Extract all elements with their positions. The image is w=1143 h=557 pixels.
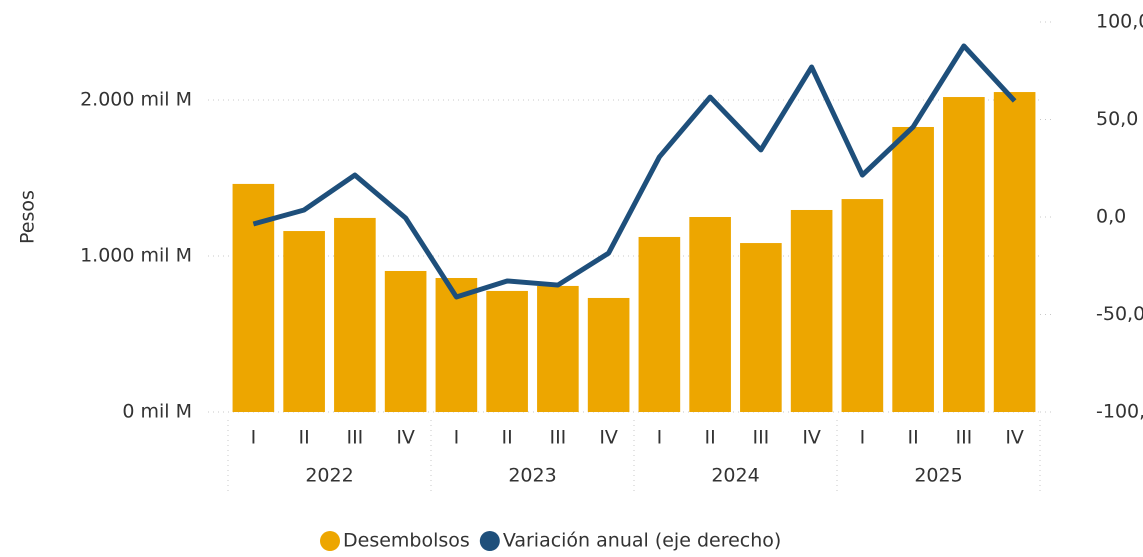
legend-marker — [320, 531, 340, 551]
bar — [384, 270, 427, 412]
y2-tick-label: 50,0 — [1096, 108, 1138, 130]
bar — [841, 199, 884, 412]
group-label: 2023 — [508, 465, 556, 487]
bar — [486, 290, 528, 412]
y2-tick-label: 0,0 — [1096, 206, 1126, 228]
x-tick-label: III — [346, 427, 363, 449]
y2-tick-label: -50,0 — [1096, 303, 1143, 325]
y2-tick-label: -100,0 — [1096, 401, 1143, 423]
x-tick-label: I — [454, 427, 460, 449]
y-tick-label: 1.000 mil M — [80, 245, 192, 267]
bar — [435, 277, 478, 412]
bar — [943, 97, 985, 412]
y-axis-label: Pesos — [17, 190, 39, 244]
x-tick-label: I — [657, 427, 663, 449]
x-tick-label: IV — [802, 427, 821, 449]
x-tick-label: II — [299, 427, 310, 449]
bar — [638, 236, 681, 412]
group-label: 2024 — [711, 465, 759, 487]
x-tick-label: II — [705, 427, 716, 449]
legend-label: Variación anual (eje derecho) — [503, 530, 782, 552]
bar — [283, 231, 325, 412]
bar — [689, 217, 731, 412]
line — [252, 43, 1017, 300]
bar — [740, 243, 782, 412]
legend-label: Desembolsos — [343, 530, 470, 552]
y-tick-label: 0 mil M — [122, 401, 192, 423]
x-tick-label: II — [502, 427, 513, 449]
x-tick-label: II — [908, 427, 919, 449]
x-tick-label: I — [860, 427, 866, 449]
x-tick-label: III — [549, 427, 566, 449]
group-label: 2025 — [914, 465, 962, 487]
bar — [892, 126, 934, 412]
x-tick-label: III — [955, 427, 972, 449]
bar — [537, 285, 579, 412]
group-label: 2022 — [305, 465, 353, 487]
legend-marker — [479, 531, 500, 551]
y2-tick-label: 100,0 — [1096, 11, 1143, 33]
bar — [790, 209, 833, 412]
x-tick-label: IV — [396, 427, 415, 449]
x-tick-label: IV — [1005, 427, 1024, 449]
x-tick-label: III — [752, 427, 769, 449]
x-tick-label: I — [251, 427, 257, 449]
bar — [587, 297, 630, 412]
bar — [993, 92, 1036, 412]
x-tick-label: IV — [599, 427, 618, 449]
y-tick-label: 2.000 mil M — [80, 89, 192, 111]
bar — [334, 217, 376, 412]
